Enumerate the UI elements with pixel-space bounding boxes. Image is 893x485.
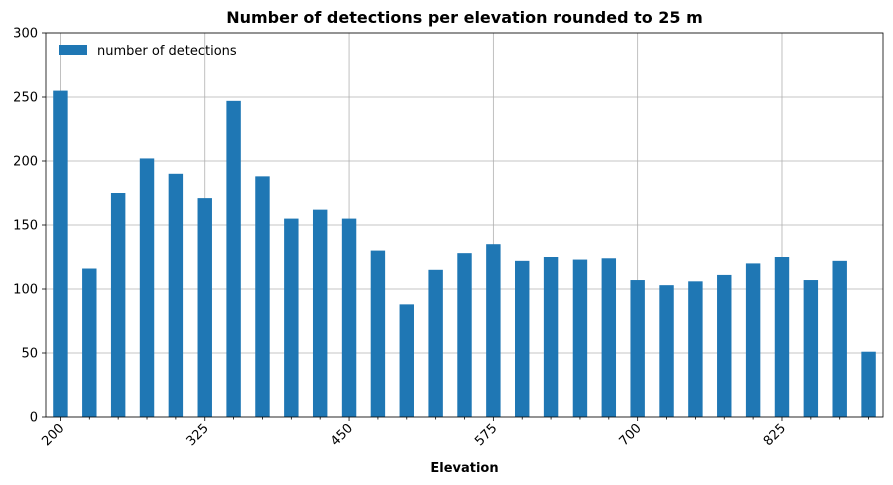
bar xyxy=(601,258,617,417)
bar xyxy=(745,263,761,417)
y-tick-label: 200 xyxy=(13,155,38,170)
x-tick-label: 575 xyxy=(472,421,500,449)
bar xyxy=(255,176,270,417)
bars-layer xyxy=(53,90,876,417)
x-tick-label: 825 xyxy=(761,421,789,449)
bar xyxy=(543,257,559,417)
bar xyxy=(486,244,501,417)
y-tick-label: 250 xyxy=(13,91,38,106)
bar xyxy=(139,158,155,417)
bar xyxy=(688,281,703,417)
bar xyxy=(659,285,674,417)
bar xyxy=(312,209,328,417)
bar xyxy=(197,198,212,417)
x-tick-label: 200 xyxy=(39,421,67,449)
bar xyxy=(515,260,530,417)
bar xyxy=(168,173,184,417)
bar xyxy=(370,250,386,417)
bar xyxy=(832,260,847,417)
x-tick-label: 700 xyxy=(617,421,645,449)
bar xyxy=(82,268,97,417)
legend: number of detections xyxy=(59,44,237,59)
y-tick-label: 50 xyxy=(21,347,38,362)
bar xyxy=(341,218,357,417)
bar xyxy=(774,257,790,417)
y-ticks: 0 50 100 150 200 250 300 xyxy=(13,27,46,426)
bar xyxy=(803,280,819,417)
bar xyxy=(717,274,732,417)
bar xyxy=(457,253,472,417)
legend-label: number of detections xyxy=(97,44,237,59)
bar xyxy=(53,90,68,417)
bar xyxy=(399,304,414,417)
bar xyxy=(110,193,126,417)
bar xyxy=(226,100,241,417)
bar xyxy=(428,269,443,417)
x-tick-label: 450 xyxy=(328,421,356,449)
x-axis-label: Elevation xyxy=(430,461,498,476)
y-tick-label: 150 xyxy=(13,219,38,234)
bar xyxy=(284,218,299,417)
bar xyxy=(861,351,876,417)
legend-swatch xyxy=(59,45,87,55)
y-tick-label: 100 xyxy=(13,283,38,298)
x-ticks: 200 325 450 575 700 825 xyxy=(39,417,869,449)
chart-title: Number of detections per elevation round… xyxy=(226,8,703,27)
y-tick-label: 0 xyxy=(30,411,38,426)
x-tick-label: 325 xyxy=(184,421,212,449)
bar xyxy=(630,280,645,417)
bar xyxy=(572,259,588,417)
y-tick-label: 300 xyxy=(13,27,38,42)
